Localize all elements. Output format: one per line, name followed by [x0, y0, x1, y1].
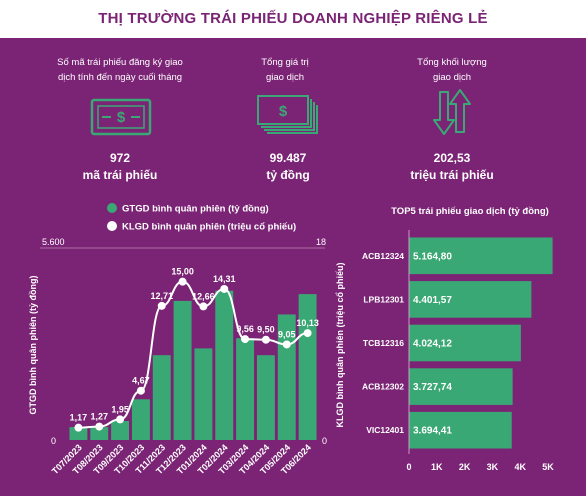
bar-T01/2024: [194, 348, 213, 440]
bar-T05/2024: [277, 314, 296, 440]
bar-T03/2024: [236, 338, 255, 440]
bar-T08/2023: [90, 427, 109, 440]
top5-bar-chart: TOP5 trái phiếu giao dịch (tỷ đồng) 5.164…: [362, 206, 554, 472]
legend-label-1: GTGD bình quân phiên (tỷ đồng): [122, 204, 269, 215]
line-point-T02/2024: [220, 284, 229, 293]
money-stack-icon: $: [257, 95, 318, 134]
bar-T06/2024: [298, 294, 317, 440]
data-label-T04/2024: 9,50: [257, 325, 275, 335]
y2-tick-bottom: 0: [322, 436, 327, 446]
hbar-LPB12301: [409, 281, 532, 318]
line-point-T04/2024: [261, 335, 270, 344]
kpi-3-label-line2: giao dịch: [432, 72, 472, 83]
hbar-value-LPB12301: 4.401,57: [413, 295, 452, 306]
hbar-TCB12316: [409, 324, 521, 362]
legend-label-2: KLGD bình quân phiên (triệu cổ phiếu): [122, 222, 296, 233]
hbar-x-tick-0: 0: [406, 462, 411, 472]
kpi-1-label: Số mã trái phiếu đăng ký giao dịch tính …: [32, 55, 208, 85]
line-point-T01/2024: [199, 302, 208, 311]
title-bar: THỊ TRƯỜNG TRÁI PHIẾU DOANH NGHIỆP RIÊNG…: [0, 0, 586, 38]
bar-T07/2023: [69, 427, 88, 440]
line-point-T06/2024: [303, 329, 312, 338]
data-label-T06/2024: 10,13: [296, 318, 319, 328]
data-label-T09/2023: 1,95: [111, 404, 129, 414]
kpi-1-label-line2: dịch tính đến ngày cuối tháng: [57, 72, 183, 83]
data-label-T03/2024: 9,56: [236, 324, 254, 334]
y-axis-title: GTGD bình quân phiên (tỷ đồng): [28, 276, 38, 415]
bar-T10/2023: [131, 399, 150, 440]
kpi-3-label-line1: Tổng khối lượng: [417, 57, 487, 68]
bar-T02/2024: [215, 290, 234, 440]
y-tick-top: 5.600: [42, 237, 65, 247]
line-point-T05/2024: [282, 340, 291, 349]
hbar-x-tick-1000: 1K: [431, 462, 443, 472]
hbar-x-tick-2000: 2K: [459, 462, 471, 472]
svg-text:$: $: [117, 109, 126, 126]
hbar-category-ACB12324: ACB12324: [362, 251, 404, 261]
line-point-T08/2023: [95, 422, 104, 431]
line-point-T11/2023: [157, 301, 166, 310]
hbar-value-ACB12302: 3.727,74: [413, 382, 452, 393]
hbar-category-LPB12301: LPB12301: [363, 294, 404, 304]
kpi-3-unit: triệu trái phiếu: [410, 168, 494, 182]
line-point-T09/2023: [116, 415, 125, 424]
kpi-1-label-line1: Số mã trái phiếu đăng ký giao: [57, 57, 183, 68]
data-label-T10/2023: 4,67: [132, 376, 150, 386]
hbar-ACB12302: [409, 368, 513, 405]
banknote-icon: $: [90, 98, 152, 136]
svg-text:$: $: [279, 103, 288, 120]
bar-T04/2024: [256, 355, 275, 440]
kpi-3-value: 202,53: [433, 151, 471, 165]
kpi-2-unit: tỷ đồng: [266, 168, 310, 182]
line-point-T03/2024: [241, 335, 250, 344]
up-down-arrows-icon: [433, 89, 471, 135]
line-point-T12/2023: [178, 277, 187, 286]
hbar-category-TCB12316: TCB12316: [363, 338, 404, 348]
kpi-2-value: 99.487: [269, 151, 307, 165]
line-point-T07/2023: [74, 423, 83, 432]
kpi-2-label: Tổng giá trị giao dịch: [225, 55, 345, 85]
combo-chart: GTGD bình quân phiên (tỷ đồng) KLGD bình …: [28, 203, 345, 476]
hbar-ACB12324: [409, 237, 553, 275]
page-title: THỊ TRƯỜNG TRÁI PHIẾU DOANH NGHIỆP RIÊNG…: [98, 10, 488, 27]
data-label-T12/2023: 15,00: [171, 267, 194, 277]
y-tick-bottom: 0: [51, 436, 56, 446]
line-point-T10/2023: [136, 386, 145, 395]
kpi-1-value: 972: [109, 151, 131, 165]
hbar-x-tick-4000: 4K: [514, 462, 526, 472]
hbar-x-tick-3000: 3K: [487, 462, 499, 472]
hbar-value-TCB12316: 4.024,12: [413, 339, 452, 350]
data-label-T05/2024: 9,05: [278, 329, 296, 339]
top5-chart-title: TOP5 trái phiếu giao dịch (tỷ đồng): [391, 206, 549, 217]
data-label-T02/2024: 14,31: [213, 274, 236, 284]
bar-T12/2023: [173, 300, 192, 440]
data-label-T07/2023: 1,17: [70, 413, 88, 423]
data-label-T11/2023: 12,71: [150, 291, 173, 301]
legend-marker-2: [107, 221, 117, 231]
hbar-value-VIC12401: 3.694,41: [413, 426, 452, 437]
hbar-category-VIC12401: VIC12401: [366, 425, 404, 435]
bar-T11/2023: [152, 355, 171, 440]
legend-marker-1: [107, 203, 117, 213]
kpi-2-label-line2: giao dịch: [265, 72, 305, 83]
hbar-x-tick-5000: 5K: [542, 462, 554, 472]
kpi-1-unit: mã trái phiếu: [82, 168, 158, 182]
hbar-category-ACB12302: ACB12302: [362, 382, 404, 392]
kpi-2-label-line1: Tổng giá trị: [261, 57, 309, 68]
y2-tick-top: 18: [316, 237, 326, 247]
y2-axis-title: KLGD bình quân phiên (triệu cổ phiếu): [335, 263, 345, 428]
kpi-3-label: Tổng khối lượng giao dịch: [392, 55, 512, 85]
data-label-T08/2023: 1,27: [90, 412, 108, 422]
bar-T09/2023: [111, 421, 130, 440]
hbar-value-ACB12324: 5.164,80: [413, 251, 452, 262]
hbar-VIC12401: [409, 411, 512, 449]
data-label-T01/2024: 12,66: [192, 291, 215, 301]
